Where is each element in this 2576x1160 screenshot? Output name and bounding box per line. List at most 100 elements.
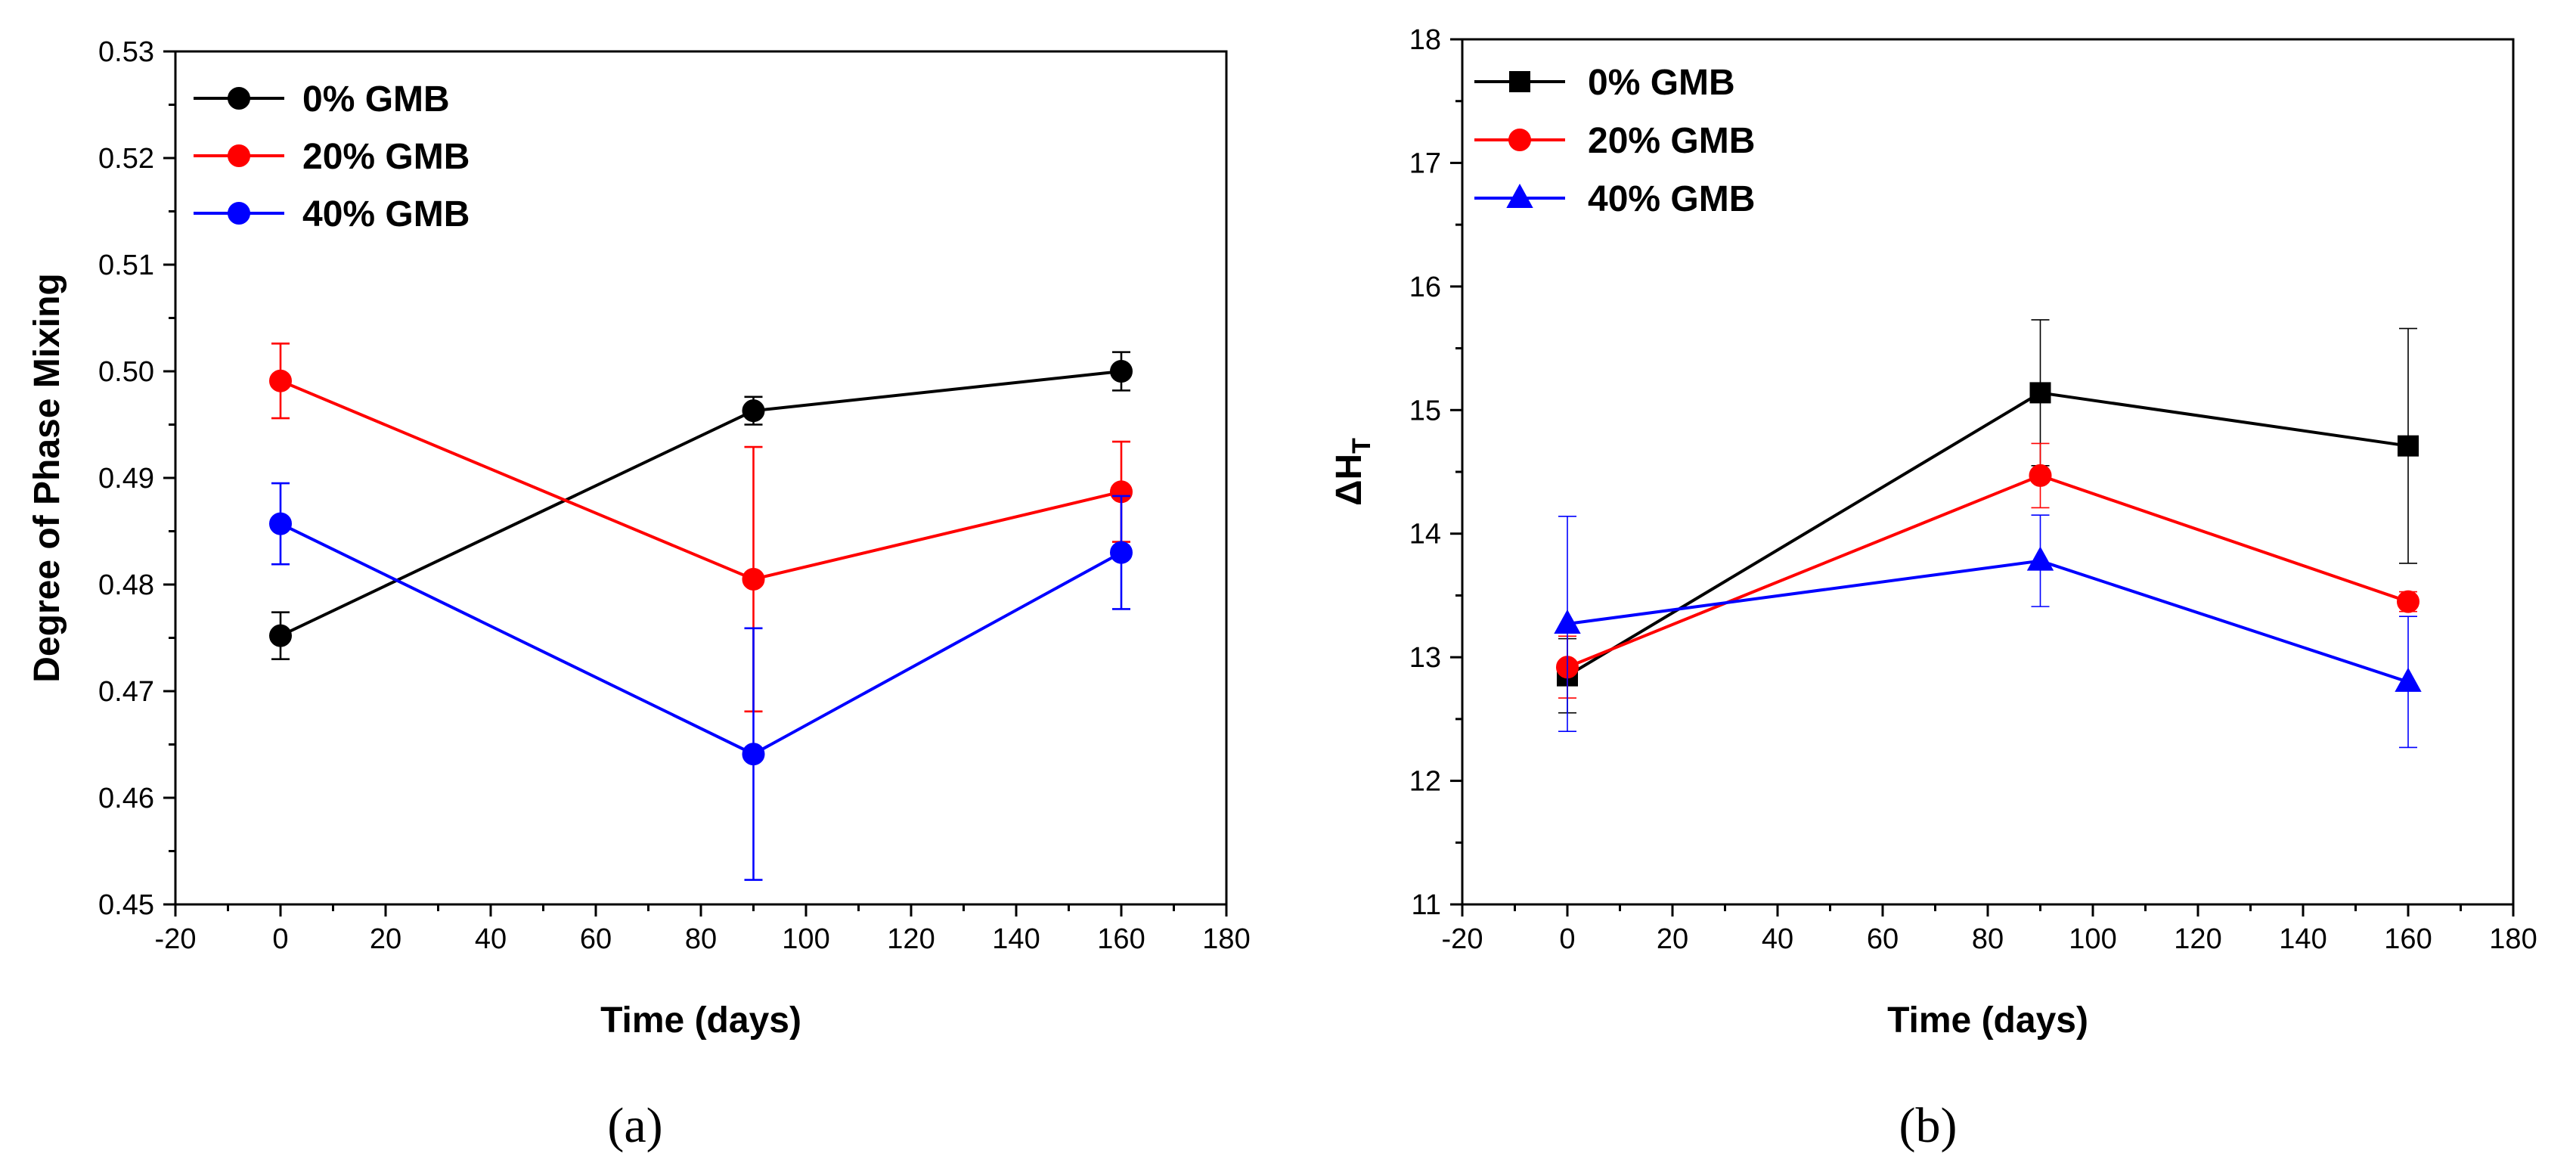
x-tick-label: 100 — [782, 923, 829, 955]
legend-b: 0% GMB 20% GMB 40% GMB — [1474, 63, 1755, 219]
x-tick-label: 180 — [1202, 923, 1250, 955]
y-tick-label: 0.49 — [98, 463, 154, 495]
x-axis-title-b: Time (days) — [1887, 1000, 2088, 1041]
x-tick-label: 80 — [685, 923, 717, 955]
y-axis-title-subscript-b: T — [1347, 438, 1376, 454]
x-tick-label: 100 — [2069, 923, 2116, 955]
legend-marker — [228, 87, 250, 110]
legend-marker — [1506, 183, 1533, 208]
legend-label: 20% GMB — [302, 137, 470, 177]
chart-panel-a: -20 0 20 40 60 80 100 120 140 160 180 0.45 0.46 0.47 0… — [27, 36, 1251, 1153]
x-tick-label: 20 — [370, 923, 401, 955]
x-tick-label: -20 — [1442, 923, 1483, 955]
y-tick-label: 15 — [1409, 395, 1441, 426]
x-tick-label: -20 — [155, 923, 197, 955]
legend-label: 40% GMB — [302, 194, 470, 234]
y-tick-label: 11 — [1412, 889, 1441, 921]
data-point — [742, 743, 765, 766]
data-point — [1110, 360, 1133, 383]
axis-ticks-a: -20 0 20 40 60 80 100 120 140 160 180 0.45 0.46 0.47 0… — [98, 36, 1251, 955]
x-tick-label: 140 — [2279, 923, 2326, 955]
data-point — [742, 567, 765, 591]
series-20-gmb — [1556, 442, 2419, 699]
series-40-gmb — [269, 482, 1133, 881]
x-tick-label: 60 — [1867, 923, 1899, 955]
plot-frame-b — [1461, 38, 2515, 906]
y-tick-label: 12 — [1409, 766, 1441, 798]
x-tick-label: 80 — [1972, 923, 2004, 955]
x-tick-label: 180 — [2489, 923, 2537, 955]
y-tick-label: 0.51 — [98, 250, 154, 281]
y-tick-label: 16 — [1409, 271, 1441, 303]
y-tick-label: 14 — [1409, 519, 1441, 551]
data-point — [2397, 590, 2419, 613]
chart-panel-b: -20 0 20 40 60 80 100 120 140 160 180 11 12 13 14 15 16 1… — [1329, 24, 2537, 1153]
legend-item: 40% GMB — [194, 194, 470, 234]
plot-frame-a — [174, 50, 1228, 906]
y-tick-label: 0.48 — [98, 569, 154, 601]
y-tick-label: 0.53 — [98, 36, 154, 68]
legend-marker — [1509, 71, 1530, 92]
legend-label: 0% GMB — [1588, 63, 1735, 103]
y-tick-label: 17 — [1409, 147, 1441, 179]
x-tick-label: 0 — [1559, 923, 1575, 955]
legend-a: 0% GMB 20% GMB 40% GMB — [194, 79, 470, 234]
data-point — [2029, 464, 2052, 487]
data-point — [269, 624, 292, 647]
legend-label: 0% GMB — [302, 79, 450, 119]
y-tick-label: 0.47 — [98, 676, 154, 708]
panel-caption-b: (b) — [1899, 1098, 1958, 1153]
data-point — [1554, 609, 1581, 634]
series-line — [280, 370, 1122, 637]
x-tick-label: 120 — [2174, 923, 2221, 955]
data-point — [2029, 382, 2051, 404]
x-tick-label: 160 — [1097, 923, 1145, 955]
legend-marker — [228, 202, 250, 225]
data-point — [2395, 667, 2422, 692]
legend-item: 40% GMB — [1474, 179, 1755, 219]
data-point — [1110, 541, 1133, 564]
legend-item: 20% GMB — [1474, 121, 1755, 161]
y-tick-label: 0.45 — [98, 889, 154, 921]
y-axis-title-a: Degree of Phase Mixing — [27, 273, 67, 682]
series-40-gmb — [1554, 514, 2422, 749]
legend-label: 40% GMB — [1588, 179, 1755, 219]
series-line — [1566, 391, 2409, 678]
data-point — [269, 512, 292, 535]
series-20-gmb — [269, 343, 1133, 713]
series-0-gmb — [269, 351, 1133, 661]
x-axis-title-a: Time (days) — [600, 1000, 801, 1041]
axis-ticks-b: -20 0 20 40 60 80 100 120 140 160 180 11 12 13 14 15 16 1… — [1409, 24, 2537, 955]
x-tick-label: 20 — [1657, 923, 1688, 955]
x-tick-label: 0 — [272, 923, 288, 955]
y-axis-title-b: ΔHT — [1329, 438, 1376, 506]
y-tick-label: 13 — [1409, 642, 1441, 674]
x-tick-label: 140 — [992, 923, 1040, 955]
y-axis-title-main-b: ΔH — [1329, 454, 1369, 506]
series-line — [1567, 559, 2409, 684]
y-tick-label: 18 — [1409, 24, 1441, 56]
x-tick-label: 120 — [887, 923, 935, 955]
legend-item: 20% GMB — [194, 137, 470, 177]
legend-label: 20% GMB — [1588, 121, 1755, 161]
data-point — [2026, 546, 2054, 571]
panel-caption-a: (a) — [607, 1098, 662, 1153]
series-line — [1567, 473, 2409, 669]
y-tick-label: 0.50 — [98, 356, 154, 388]
legend-item: 0% GMB — [194, 79, 450, 119]
series-line — [280, 379, 1122, 582]
data-point — [269, 369, 292, 392]
x-tick-label: 60 — [580, 923, 612, 955]
plot-data-a — [269, 343, 1133, 881]
x-tick-label: 160 — [2384, 923, 2432, 955]
data-point — [742, 399, 765, 423]
legend-marker — [228, 144, 250, 167]
legend-item: 0% GMB — [1474, 63, 1735, 103]
y-tick-label: 0.52 — [98, 143, 154, 175]
series-0-gmb — [1557, 319, 2419, 714]
plot-data-b — [1554, 319, 2422, 749]
data-point — [2398, 435, 2419, 457]
y-tick-label: 0.46 — [98, 783, 154, 814]
x-tick-label: 40 — [475, 923, 507, 955]
